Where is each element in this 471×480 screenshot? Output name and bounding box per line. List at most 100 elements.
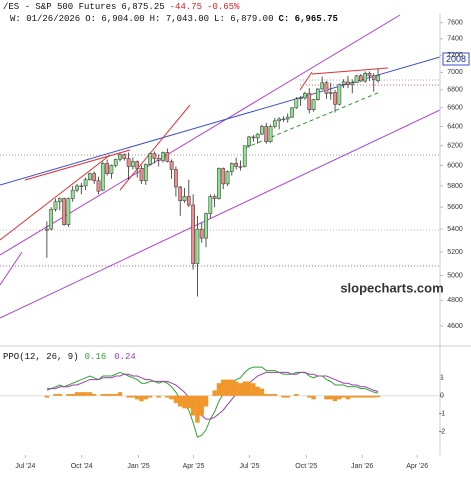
candle-body bbox=[122, 154, 127, 159]
candle-body bbox=[182, 196, 187, 201]
histogram-bar bbox=[233, 381, 239, 396]
y-tick-label: 5200 bbox=[447, 249, 463, 256]
histogram-bar bbox=[225, 379, 230, 396]
candle-body bbox=[204, 213, 208, 239]
y-tick-label: 0 bbox=[440, 393, 444, 400]
candle-body bbox=[62, 198, 66, 225]
histogram-bar bbox=[83, 392, 88, 396]
trend-line bbox=[0, 251, 23, 286]
candle-body bbox=[298, 97, 303, 100]
histogram-bar bbox=[259, 388, 265, 396]
trend-line bbox=[24, 149, 131, 181]
histogram-bar bbox=[44, 395, 50, 398]
annotation: 2008 bbox=[446, 54, 466, 64]
candle-body bbox=[178, 186, 183, 201]
histogram-bar bbox=[203, 395, 209, 407]
candle-body bbox=[221, 168, 226, 185]
trend-line bbox=[0, 154, 111, 241]
histogram-bar bbox=[337, 395, 342, 400]
candle-body bbox=[143, 164, 148, 182]
candle-body bbox=[208, 196, 213, 214]
histogram-bar bbox=[79, 392, 84, 396]
histogram-bar bbox=[190, 395, 196, 416]
histogram-bar bbox=[104, 393, 110, 396]
candle-body bbox=[165, 152, 170, 162]
histogram-bar bbox=[332, 395, 338, 402]
histogram-bar bbox=[156, 395, 161, 398]
low-label: L: 6,879.00 bbox=[214, 14, 273, 24]
histogram-bar bbox=[285, 395, 290, 398]
candle-body bbox=[105, 163, 109, 174]
candle-body bbox=[195, 228, 200, 264]
y-tick-label: 6600 bbox=[447, 105, 463, 112]
candle-body bbox=[161, 152, 165, 161]
open-label: O: 6,904.00 bbox=[85, 14, 144, 24]
candle-body bbox=[92, 173, 97, 182]
close-label: C: 6,965.75 bbox=[278, 14, 337, 24]
candle-body bbox=[350, 82, 355, 85]
histogram-bar bbox=[350, 395, 355, 398]
histogram-bar bbox=[264, 393, 269, 396]
candle-body bbox=[212, 196, 217, 199]
histogram-bar bbox=[178, 395, 183, 407]
candle-body bbox=[272, 120, 277, 127]
candle-body bbox=[247, 136, 251, 146]
histogram-bar bbox=[238, 383, 243, 396]
watermark: slopecharts.com bbox=[340, 280, 443, 295]
candle-body bbox=[225, 171, 230, 185]
histogram-bar bbox=[135, 395, 140, 400]
histogram-bar bbox=[130, 395, 136, 398]
symbol: /ES - S&P 500 Futures bbox=[3, 2, 116, 12]
candle-body bbox=[371, 75, 376, 80]
histogram-bar bbox=[165, 395, 170, 398]
high-label: H: 7,043.00 bbox=[150, 14, 209, 24]
histogram-bar bbox=[53, 393, 58, 396]
candle-body bbox=[328, 92, 333, 94]
histogram-bar bbox=[212, 390, 217, 396]
trend-line bbox=[119, 104, 191, 191]
candle-body bbox=[376, 75, 380, 81]
candle-body bbox=[260, 126, 264, 135]
y-tick-label: 6000 bbox=[447, 162, 463, 169]
candle-body bbox=[281, 118, 286, 121]
histogram-bar bbox=[182, 395, 187, 409]
histogram-bar bbox=[91, 393, 97, 396]
candle-body bbox=[152, 153, 157, 159]
candle-body bbox=[242, 145, 247, 167]
trend-line bbox=[311, 67, 389, 75]
candle-body bbox=[186, 196, 191, 206]
histogram-bar bbox=[199, 395, 204, 416]
candle-body bbox=[156, 158, 161, 161]
histogram-bar bbox=[173, 395, 179, 403]
histogram-bar bbox=[186, 395, 192, 409]
candle-body bbox=[277, 118, 281, 122]
y-tick-label: 4800 bbox=[447, 297, 463, 304]
histogram-bar bbox=[126, 395, 131, 398]
change-pct: -0.65% bbox=[207, 2, 240, 12]
candle-body bbox=[199, 228, 204, 239]
candle-body bbox=[174, 169, 178, 188]
y-tick-label: 6800 bbox=[447, 87, 463, 94]
candle-body bbox=[363, 72, 368, 82]
y-tick-label: 4600 bbox=[447, 323, 463, 330]
histogram-bar bbox=[57, 393, 62, 396]
candle-body bbox=[234, 163, 238, 167]
candle-body bbox=[307, 93, 312, 110]
candle-body bbox=[320, 82, 325, 90]
histogram-bar bbox=[341, 395, 346, 398]
y-tick-label: -2 bbox=[439, 429, 445, 436]
y-tick-label: 5600 bbox=[447, 204, 463, 211]
candle-body bbox=[53, 201, 58, 210]
histogram-bar bbox=[74, 392, 80, 396]
candle-body bbox=[113, 159, 118, 166]
histogram-bar bbox=[358, 395, 364, 398]
histogram-bar bbox=[268, 393, 273, 396]
candle-body bbox=[346, 81, 350, 85]
histogram-bar bbox=[242, 381, 247, 396]
histogram-bar bbox=[255, 386, 260, 396]
histogram-bar bbox=[311, 395, 316, 400]
histogram-bar bbox=[328, 395, 333, 400]
histogram-bar bbox=[100, 393, 105, 396]
candle-body bbox=[139, 168, 144, 182]
